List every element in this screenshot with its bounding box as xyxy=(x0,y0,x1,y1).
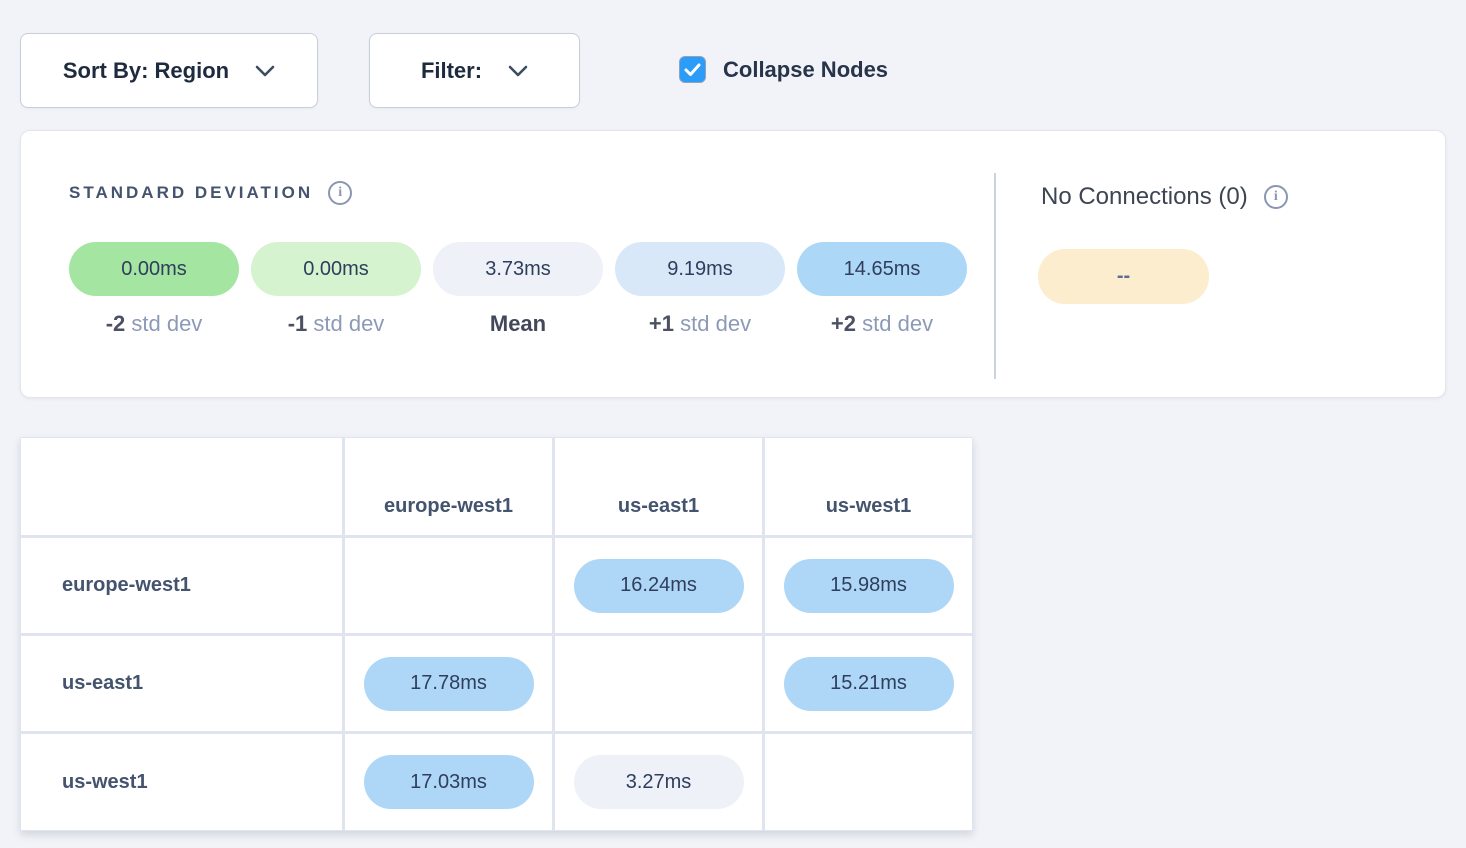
legend-labels-row: -2 std dev -1 std dev Mean +1 std dev +2… xyxy=(69,311,967,337)
legend-pills-row: 0.00ms 0.00ms 3.73ms 9.19ms 14.65ms xyxy=(69,242,967,296)
standard-deviation-header: STANDARD DEVIATION i xyxy=(69,181,353,205)
legend-card: STANDARD DEVIATION i 0.00ms 0.00ms 3.73m… xyxy=(20,130,1446,398)
legend-pill-plus2: 14.65ms xyxy=(797,242,967,296)
legend-pill-minus1: 0.00ms xyxy=(251,242,421,296)
filter-label: Filter: xyxy=(420,57,483,83)
legend-label-plus2: +2 std dev xyxy=(830,311,934,336)
no-connections-title: No Connections (0) xyxy=(1041,183,1248,210)
sort-by-dropdown[interactable]: Sort By: Region xyxy=(20,33,318,108)
latency-pill: 15.21ms xyxy=(783,656,954,711)
no-connections-header: No Connections (0) i xyxy=(1041,183,1288,211)
collapse-nodes-label: Collapse Nodes xyxy=(723,56,889,82)
info-icon[interactable]: i xyxy=(1263,185,1288,209)
matrix-column-header: us-east1 xyxy=(555,438,762,535)
matrix-column-header: us-west1 xyxy=(765,438,972,535)
latency-pill: 3.27ms xyxy=(573,755,744,809)
matrix-cell: 16.24ms xyxy=(555,538,762,633)
latency-pill: 15.98ms xyxy=(783,558,954,613)
standard-deviation-title: STANDARD DEVIATION xyxy=(69,183,314,202)
legend-label-minus1: -1 std dev xyxy=(287,311,385,336)
matrix-cell: 15.21ms xyxy=(765,636,972,731)
latency-pill: 16.24ms xyxy=(573,558,744,613)
matrix-row-header: europe-west1 xyxy=(21,538,342,633)
legend-pill-minus2: 0.00ms xyxy=(69,242,239,296)
no-connections-pill: -- xyxy=(1038,249,1209,304)
matrix-corner-cell xyxy=(21,438,342,535)
matrix-cell: 15.98ms xyxy=(765,538,972,633)
matrix-cell-empty xyxy=(555,636,762,731)
chevron-down-icon xyxy=(255,65,275,76)
matrix-cell: 17.03ms xyxy=(345,734,552,830)
legend-label-plus1: +1 std dev xyxy=(648,311,752,336)
matrix-cell-empty xyxy=(345,538,552,633)
checkmark-icon xyxy=(684,63,701,76)
matrix-row-header: us-west1 xyxy=(21,734,342,830)
matrix-cell-empty xyxy=(765,734,972,830)
matrix-column-header: europe-west1 xyxy=(345,438,552,535)
latency-pill: 17.03ms xyxy=(363,755,534,809)
matrix-cell: 3.27ms xyxy=(555,734,762,830)
latency-pill: 17.78ms xyxy=(363,656,534,711)
chevron-down-icon xyxy=(508,65,528,76)
legend-label-minus2: -2 std dev xyxy=(105,311,203,336)
collapse-nodes-group: Collapse Nodes xyxy=(679,56,888,83)
collapse-nodes-checkbox[interactable] xyxy=(679,56,706,83)
sort-by-label: Sort By: Region xyxy=(62,57,230,83)
matrix-cell: 17.78ms xyxy=(345,636,552,731)
vertical-divider xyxy=(994,173,996,379)
legend-label-mean: Mean xyxy=(489,311,547,336)
info-icon[interactable]: i xyxy=(328,181,353,205)
latency-matrix-table: europe-west1 us-east1 us-west1 europe-we… xyxy=(20,437,973,831)
legend-pill-mean: 3.73ms xyxy=(433,242,603,296)
filter-dropdown[interactable]: Filter: xyxy=(369,33,580,108)
legend-pill-plus1: 9.19ms xyxy=(615,242,785,296)
matrix-row-header: us-east1 xyxy=(21,636,342,731)
